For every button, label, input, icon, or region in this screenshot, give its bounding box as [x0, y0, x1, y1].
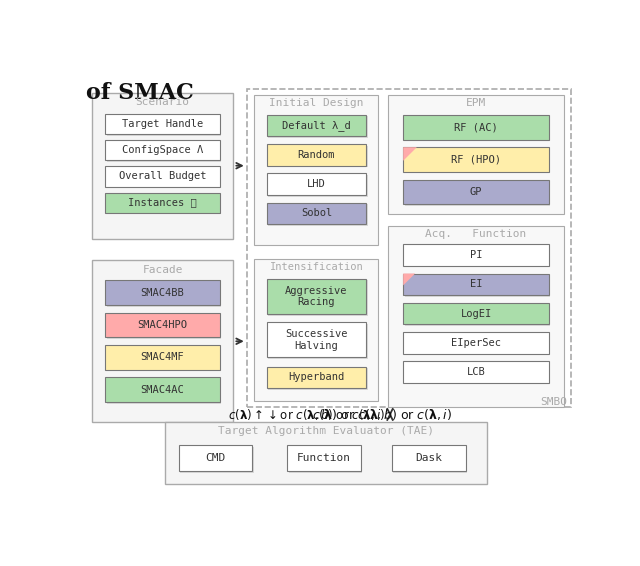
Text: $c(\boldsymbol{\lambda})$$\uparrow\downarrow$or $c(\boldsymbol{\lambda},b)$ or $: $c(\boldsymbol{\lambda})$$\uparrow\downa…: [228, 407, 385, 422]
Bar: [268, 175, 367, 196]
Bar: [246, 89, 571, 407]
Bar: [404, 363, 550, 384]
Text: CMD: CMD: [205, 453, 226, 464]
Text: Successive
Halving: Successive Halving: [285, 329, 348, 350]
Bar: [107, 346, 221, 371]
Bar: [179, 445, 252, 471]
Bar: [105, 280, 220, 305]
Text: Sobol: Sobol: [301, 208, 332, 218]
Bar: [287, 445, 361, 471]
Bar: [392, 445, 465, 471]
Text: Intensification: Intensification: [269, 263, 364, 272]
Bar: [267, 173, 366, 195]
Text: SMBO: SMBO: [540, 397, 568, 407]
Text: Default λ_d: Default λ_d: [282, 120, 351, 131]
Bar: [107, 314, 221, 339]
Bar: [267, 203, 366, 224]
Text: Initial Design: Initial Design: [269, 98, 364, 108]
Bar: [107, 168, 221, 188]
Polygon shape: [403, 273, 415, 285]
Text: $c(\boldsymbol{\lambda})$ or $c(\boldsymbol{\lambda},b)$ or $c(\boldsymbol{\lamb: $c(\boldsymbol{\lambda})$ or $c(\boldsym…: [312, 407, 452, 422]
Bar: [105, 345, 220, 370]
Bar: [403, 273, 549, 295]
Bar: [268, 324, 367, 359]
Bar: [105, 114, 220, 134]
Text: Instances ℐ: Instances ℐ: [128, 198, 197, 208]
Text: of SMAC: of SMAC: [86, 82, 194, 104]
Text: EIperSec: EIperSec: [451, 338, 501, 348]
Bar: [404, 117, 550, 141]
Text: SMAC4BB: SMAC4BB: [141, 288, 184, 298]
Bar: [105, 166, 220, 187]
Text: Dask: Dask: [415, 453, 442, 464]
Text: Random: Random: [298, 150, 335, 160]
Text: Function: Function: [297, 453, 351, 464]
Bar: [268, 204, 367, 226]
Text: SMAC4MF: SMAC4MF: [141, 353, 184, 362]
Bar: [105, 192, 220, 213]
Text: LogEI: LogEI: [460, 308, 492, 319]
Bar: [268, 145, 367, 167]
Bar: [105, 378, 220, 402]
Text: Target Handle: Target Handle: [122, 119, 203, 129]
Bar: [267, 279, 366, 314]
Bar: [404, 333, 550, 355]
Bar: [403, 303, 549, 324]
Bar: [404, 149, 550, 173]
Text: Facade: Facade: [142, 265, 183, 275]
Text: Target Algorithm Evaluator (TAE): Target Algorithm Evaluator (TAE): [218, 426, 434, 436]
Bar: [105, 313, 220, 337]
Text: Hyperband: Hyperband: [288, 372, 344, 383]
Bar: [403, 245, 549, 266]
Polygon shape: [403, 147, 417, 161]
Text: LHD: LHD: [307, 179, 326, 189]
Bar: [107, 142, 221, 162]
Bar: [267, 322, 366, 358]
Bar: [388, 226, 564, 407]
Text: SMAC4AC: SMAC4AC: [141, 385, 184, 395]
Bar: [268, 280, 367, 316]
Bar: [107, 379, 221, 404]
Text: Aggressive
Racing: Aggressive Racing: [285, 286, 348, 307]
Bar: [107, 115, 221, 136]
Bar: [107, 194, 221, 214]
Bar: [180, 447, 254, 473]
Bar: [403, 179, 549, 204]
Text: SMAC4HPO: SMAC4HPO: [138, 320, 188, 330]
Bar: [404, 181, 550, 206]
Text: Scenario: Scenario: [136, 97, 189, 107]
Bar: [267, 144, 366, 166]
Bar: [404, 275, 550, 297]
Bar: [254, 259, 378, 401]
Bar: [404, 305, 550, 326]
Text: Acq.   Function: Acq. Function: [426, 229, 527, 239]
Bar: [289, 447, 362, 473]
Text: RF (HPO): RF (HPO): [451, 155, 501, 165]
Text: LCB: LCB: [467, 367, 485, 377]
Bar: [268, 368, 367, 390]
Text: PI: PI: [470, 250, 483, 260]
Bar: [92, 93, 234, 239]
Bar: [267, 367, 366, 388]
Bar: [403, 115, 549, 140]
Bar: [403, 361, 549, 383]
Bar: [105, 140, 220, 160]
Text: RF (AC): RF (AC): [454, 122, 498, 132]
Text: GP: GP: [470, 187, 483, 197]
Text: Overall Budget: Overall Budget: [119, 171, 206, 182]
Bar: [403, 332, 549, 354]
Bar: [267, 115, 366, 136]
Bar: [107, 282, 221, 307]
Text: EI: EI: [470, 279, 483, 289]
Text: EPM: EPM: [466, 98, 486, 108]
Bar: [165, 422, 487, 484]
Text: ConfigSpace Λ: ConfigSpace Λ: [122, 145, 203, 155]
Bar: [388, 95, 564, 214]
Bar: [92, 260, 234, 422]
Bar: [268, 117, 367, 138]
Bar: [404, 246, 550, 267]
Bar: [403, 147, 549, 172]
Bar: [394, 447, 467, 473]
Bar: [254, 95, 378, 245]
